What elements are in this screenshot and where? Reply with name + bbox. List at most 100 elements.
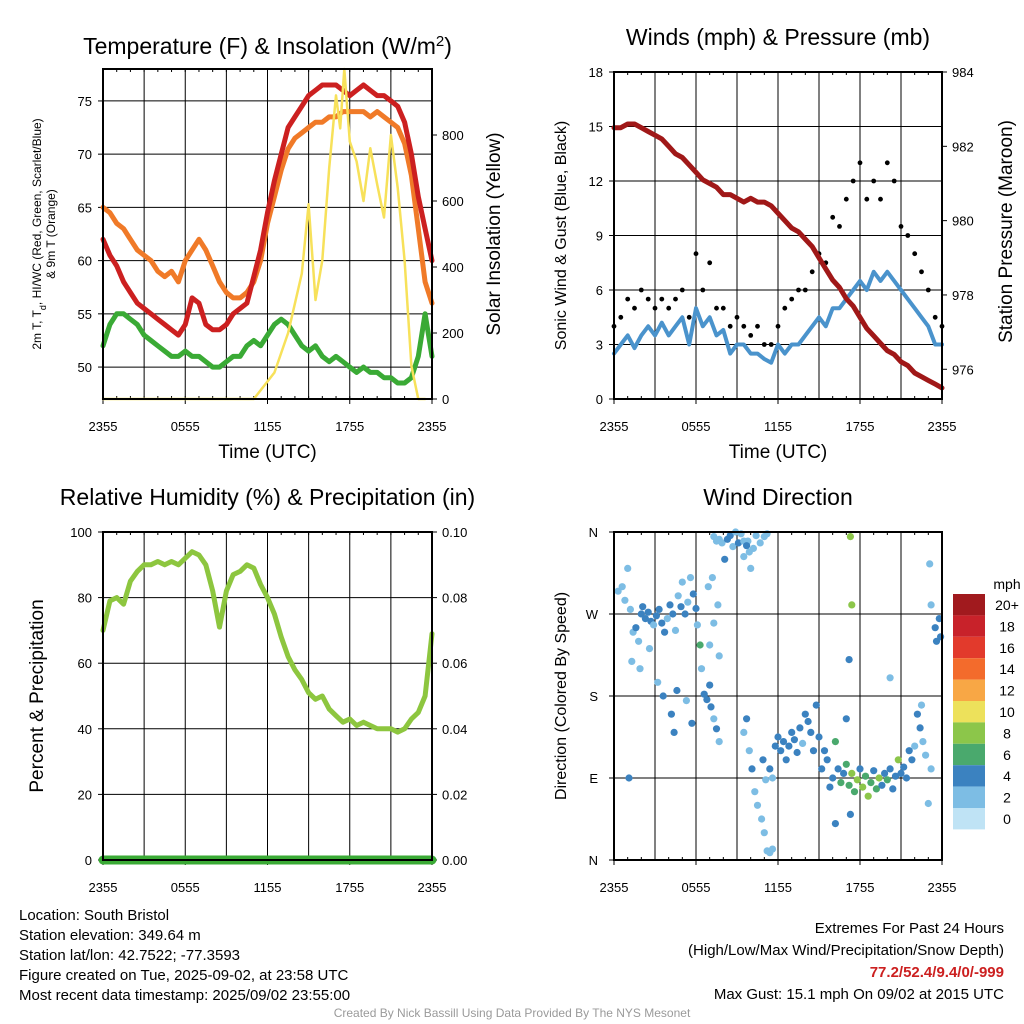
gust-point: [898, 224, 904, 229]
y2-tick-label: 0: [442, 392, 449, 407]
direction-point: [729, 543, 737, 551]
gust-point: [782, 305, 788, 311]
direction-point: [840, 769, 848, 778]
y-axis-label-text: Percent & Precipitation: [27, 599, 48, 792]
gust-point: [707, 260, 713, 266]
gust-point: [720, 305, 726, 311]
plot-frame: [613, 71, 943, 400]
colorbar-label: 14: [999, 661, 1015, 677]
y-axis-label: 2m T, Td, HI/WC (Red, Green, Scarlet/Blu…: [30, 118, 58, 349]
direction-point: [678, 578, 686, 586]
direction-point: [618, 583, 626, 591]
plot-frame: [102, 531, 433, 861]
y-tick-label: N: [589, 525, 598, 540]
y-tick-label: 3: [596, 338, 603, 353]
panel-3: 2355 0555 1155 1755 2355 0 20 40 60 80 100 0.00 0.02…: [27, 484, 475, 895]
gust-point: [645, 296, 651, 302]
y2-tick-label: 984: [952, 65, 974, 80]
colorbar-label: 20+: [995, 597, 1019, 613]
y2-axis-label: Station Pressure (Maroon): [996, 120, 1017, 343]
x-tick-label: 0555: [682, 880, 711, 895]
gust-point: [727, 323, 733, 329]
direction-point: [740, 728, 748, 737]
x-tick-label: 1755: [335, 419, 364, 434]
direction-point: [641, 615, 650, 623]
x-tick-labels: 2355 0555 1155 1755 2355: [89, 399, 447, 434]
y-tick-label: 15: [589, 120, 603, 135]
plot-frame: [102, 68, 433, 400]
direction-point: [842, 715, 850, 723]
y-axis-right: 0 200 400 600 800: [432, 128, 464, 407]
gust-point: [919, 269, 924, 275]
direction-point: [766, 765, 774, 773]
direction-point: [707, 703, 715, 711]
x-tick-label: 0555: [171, 419, 200, 434]
direction-point: [706, 641, 714, 649]
direction-point: [837, 779, 845, 787]
direction-point: [674, 592, 682, 600]
colorbar-label: 8: [1003, 725, 1011, 741]
x-tick-labels: 2355 0555 1155 1755 2355: [600, 860, 956, 895]
direction-point: [850, 788, 859, 796]
direction-point: [913, 710, 922, 718]
direction-point: [758, 815, 766, 823]
chart-title: Winds (mph) & Pressure (mb): [626, 24, 930, 50]
direction-point: [658, 619, 666, 627]
colorbar-swatch: [953, 786, 985, 808]
direction-point: [708, 574, 717, 582]
colorbar-swatch: [953, 743, 985, 766]
y-axis-label-text: Sonic Wind & Gust (Blue, Black): [553, 121, 570, 350]
gust-point: [850, 178, 856, 184]
gust-point: [912, 251, 918, 257]
direction-point: [820, 747, 829, 755]
colorbar-label: 0: [1003, 811, 1011, 827]
direction-point: [834, 765, 842, 773]
direction-point: [749, 544, 758, 553]
x-tick-label: 2355: [928, 419, 957, 434]
plot-frame: [613, 531, 943, 861]
colorbar-swatch: [953, 594, 985, 616]
direction-point: [751, 788, 759, 796]
direction-point: [804, 717, 812, 726]
y-tick-label: 0: [85, 853, 92, 868]
direction-point: [692, 604, 700, 613]
y-tick-label: 20: [78, 787, 92, 802]
station-info: Location: South Bristol Station elevatio…: [19, 906, 350, 1006]
y-tick-label: 50: [78, 360, 92, 375]
x-tick-label: 1155: [764, 880, 792, 895]
y-tick-label: 65: [78, 200, 92, 215]
gust-point: [905, 233, 911, 238]
direction-point: [637, 610, 645, 618]
direction-point: [905, 747, 913, 755]
y2-axis-label: Solar Insolation (Yellow): [484, 132, 505, 335]
colorbar-unit: mph: [993, 576, 1020, 592]
gust-point: [714, 305, 719, 311]
direction-point: [926, 560, 934, 568]
y-tick-label: 40: [78, 722, 92, 737]
direction-point: [801, 710, 809, 718]
x-axis-label: Time (UTC): [218, 442, 317, 463]
x-tick-label: 2355: [418, 419, 447, 434]
direction-point: [635, 637, 643, 645]
max-gust-text: Max Gust: 15.1 mph On 09/02 at 2015 UTC: [713, 986, 1004, 1003]
x-tick-label: 1155: [254, 880, 282, 895]
direction-point: [842, 760, 850, 768]
y-tick-label: 60: [78, 254, 92, 269]
direction-point: [891, 772, 900, 780]
gust-point: [748, 333, 754, 338]
direction-point: [626, 605, 635, 614]
direction-point: [747, 564, 755, 573]
direction-point: [774, 733, 782, 741]
direction-point: [710, 715, 718, 723]
direction-point: [712, 725, 721, 733]
direction-point: [916, 724, 924, 732]
colorbar-swatch: [953, 658, 985, 680]
colorbar-label: 16: [999, 640, 1015, 656]
colorbar-swatch: [953, 636, 985, 659]
gust-point: [618, 314, 624, 320]
direction-point: [703, 696, 711, 704]
direction-point: [625, 774, 633, 782]
direction-point: [654, 678, 662, 686]
direction-point: [756, 539, 764, 547]
